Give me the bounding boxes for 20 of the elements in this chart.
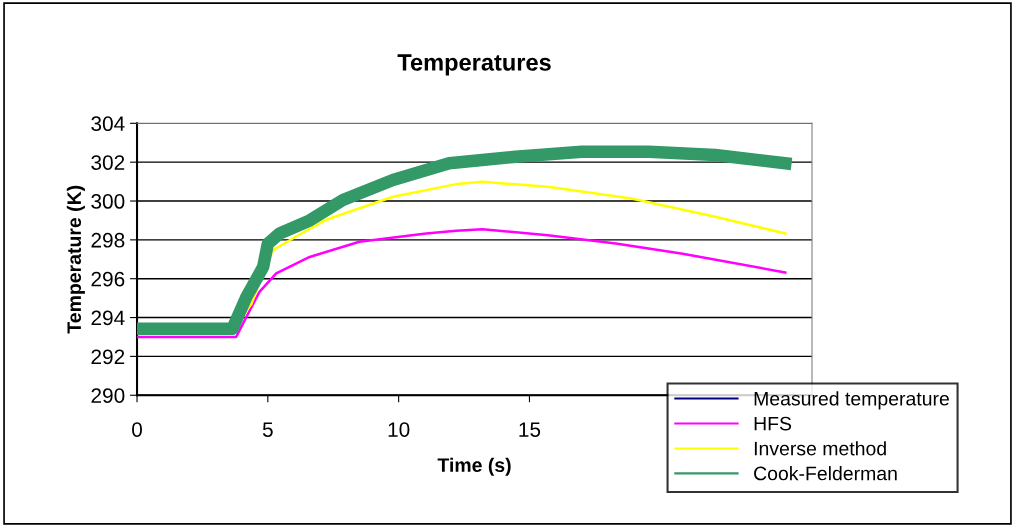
y-axis-title: Temperature (K) <box>66 185 85 334</box>
y-tick-label: 300 <box>91 194 125 209</box>
x-tick-label: 10 <box>388 422 410 437</box>
legend-label: HFS <box>754 416 792 431</box>
x-axis-title: Time (s) <box>437 457 511 476</box>
chart-title: Temperatures <box>397 54 551 76</box>
x-tick-label: 0 <box>132 422 142 437</box>
y-tick-label: 302 <box>91 155 125 170</box>
legend-label: Inverse method <box>754 441 886 456</box>
x-tick-label: 15 <box>519 422 541 437</box>
legend-label: Measured temperature <box>754 391 949 410</box>
legend-label: Cook-Felderman <box>754 466 897 481</box>
y-tick-label: 304 <box>91 116 125 132</box>
y-tick-label: 290 <box>91 388 125 403</box>
line-series <box>137 227 787 339</box>
y-tick-label: 292 <box>91 349 125 365</box>
y-tick-label: 296 <box>91 271 125 287</box>
y-tick-label: 298 <box>91 232 125 248</box>
x-tick-label: 5 <box>262 422 273 437</box>
y-tick-label: 294 <box>91 310 125 326</box>
